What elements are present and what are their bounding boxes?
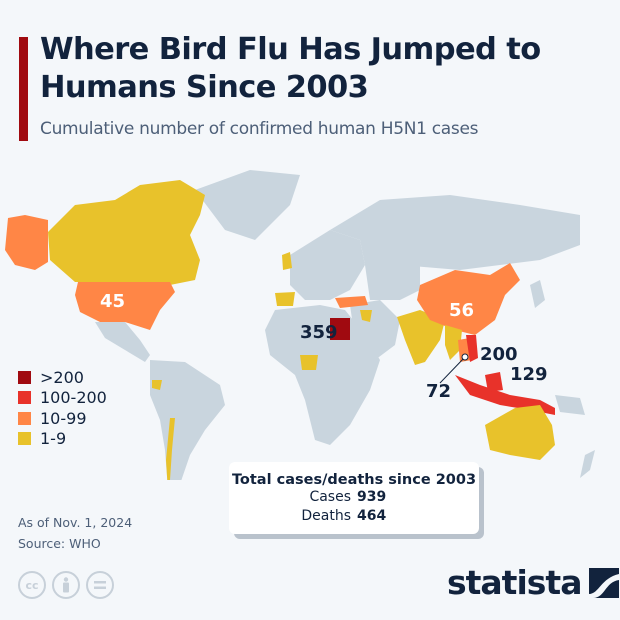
legend-item-over-200: >200 (18, 367, 107, 388)
papua (555, 395, 585, 415)
uk (282, 252, 292, 270)
totals-box: Total cases/deaths since 2003 Cases 939 … (229, 462, 479, 534)
source-note: Source: WHO (18, 536, 101, 551)
cc-icon[interactable]: cc (18, 571, 46, 599)
china (417, 263, 520, 335)
cases-value: 939 (357, 489, 387, 505)
brand-wordmark: statista (447, 563, 582, 602)
spain (275, 292, 295, 306)
chile (166, 418, 175, 480)
map-label-usa: 45 (100, 291, 126, 312)
turkey (335, 296, 368, 308)
africa (265, 305, 380, 445)
page-subtitle: Cumulative number of confirmed human H5N… (40, 119, 479, 139)
title-accent-bar (19, 37, 28, 141)
egypt (330, 318, 350, 340)
new-zealand (580, 450, 595, 478)
alaska (5, 215, 48, 270)
india (397, 310, 445, 365)
borneo (485, 372, 503, 392)
legend-label: 1-9 (40, 429, 67, 449)
world-map (5, 170, 595, 480)
map-label-indonesia: 129 (510, 364, 548, 385)
totals-deaths-row: Deaths 464 (229, 507, 479, 526)
deaths-label: Deaths (301, 508, 351, 524)
legend-label: 10-99 (40, 408, 87, 428)
statista-logo[interactable]: statista (447, 563, 620, 602)
greenland (195, 170, 300, 240)
legend-swatch (18, 432, 31, 446)
legend-swatch (18, 391, 31, 405)
legend-swatch (18, 370, 31, 384)
legend-label: >200 (40, 367, 84, 387)
page-title: Where Bird Flu Has Jumped to Humans Sinc… (40, 32, 541, 105)
map-label-cambodia: 72 (426, 381, 452, 402)
map-label-vietnam: 200 (480, 344, 518, 365)
myanmar-laos (445, 325, 462, 360)
legend-item-10-99: 10-99 (18, 408, 107, 429)
cases-label: Cases (309, 489, 351, 505)
australia (485, 405, 555, 460)
russia (330, 195, 580, 270)
as-of-date: As of Nov. 1, 2024 (18, 515, 133, 530)
legend-label: 100-200 (40, 388, 107, 408)
nd-icon[interactable] (86, 571, 114, 599)
totals-title: Total cases/deaths since 2003 (231, 472, 477, 488)
iraq (360, 310, 372, 322)
legend-swatch (18, 411, 31, 425)
ecuador (152, 380, 162, 390)
map-label-egypt: 359 (300, 322, 338, 343)
license-icons: cc (18, 571, 114, 599)
by-icon[interactable] (52, 571, 80, 599)
nigeria (300, 355, 318, 370)
central-asia (365, 265, 420, 300)
usa (75, 282, 175, 330)
japan (530, 280, 545, 308)
map-label-china: 56 (449, 300, 475, 321)
canada (48, 180, 205, 285)
europe (290, 230, 365, 300)
map-legend: >200 100-200 10-99 1-9 (18, 367, 107, 449)
totals-cases-row: Cases 939 (229, 488, 479, 507)
statista-mark-icon (589, 567, 620, 598)
legend-item-1-9: 1-9 (18, 429, 107, 450)
deaths-value: 464 (357, 508, 387, 524)
south-america (150, 360, 225, 480)
indonesia (455, 375, 555, 415)
vietnam (466, 335, 478, 362)
legend-item-100-200: 100-200 (18, 388, 107, 409)
mexico (95, 322, 150, 362)
